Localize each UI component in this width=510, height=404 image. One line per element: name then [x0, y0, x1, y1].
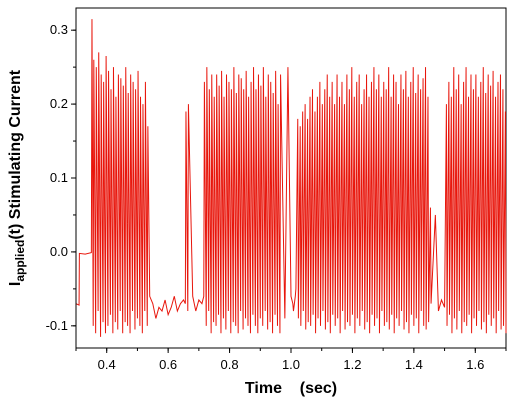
x-axis-title: Time (sec): [245, 380, 337, 397]
x-tick-label: 1.2: [343, 357, 361, 372]
y-ticks: -0.1 0.0 0.1 0.2 0.3: [46, 22, 76, 333]
y-axis-title-subscript: applied: [13, 240, 27, 282]
x-ticks: 0.4 0.6 0.8 1.0 1.2 1.4 1.6: [75, 348, 507, 372]
y-axis-title: Iapplied(t) Stimulating Current: [7, 69, 27, 286]
plot-area: [75, 7, 507, 349]
x-tick-label: 1.4: [405, 357, 423, 372]
x-tick-label: 0.4: [98, 357, 116, 372]
x-tick-label: 0.8: [221, 357, 239, 372]
y-axis: -0.1 0.0 0.1 0.2 0.3 Iapplied(t) Stimulating…: [7, 8, 77, 348]
y-tick-label: 0.3: [50, 22, 68, 37]
series-layer: [75, 19, 507, 337]
y-axis-title-prefix: I: [7, 282, 24, 286]
x-axis: 0.4 0.6 0.8 1.0 1.2 1.4 1.6 Time (sec): [75, 347, 507, 397]
y-axis-title-secondary: Stimulating Current: [7, 69, 24, 219]
y-axis-title-suffix: (t): [7, 224, 24, 240]
x-tick-label: 1.0: [282, 357, 300, 372]
series-line: [75, 19, 507, 337]
y-tick-label: -0.1: [46, 318, 68, 333]
y-tick-label: 0.1: [50, 170, 68, 185]
x-tick-label: 1.6: [466, 357, 484, 372]
y-tick-label: 0.2: [50, 96, 68, 111]
y-tick-label: 0.0: [50, 244, 68, 259]
x-tick-label: 0.6: [159, 357, 177, 372]
